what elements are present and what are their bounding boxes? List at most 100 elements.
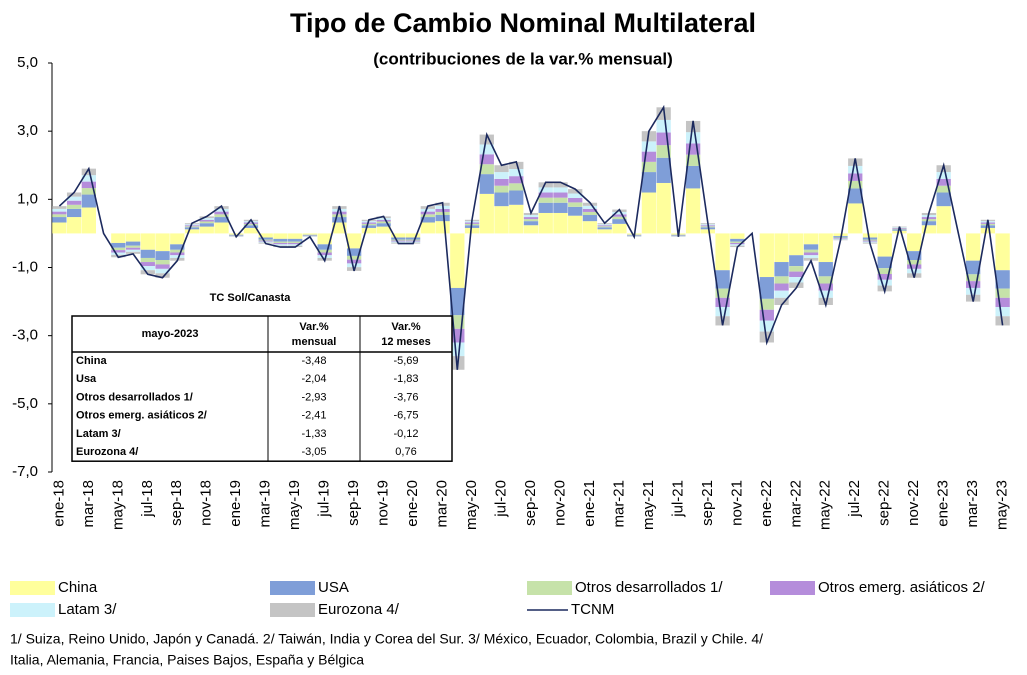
bar-segment <box>597 226 612 228</box>
bar-segment <box>966 233 981 261</box>
footnote: 1/ Suiza, Reino Unido, Japón y Canadá. 2… <box>10 631 763 647</box>
x-tick-label: jul-21 <box>669 480 686 518</box>
bar-segment <box>66 196 82 201</box>
bar-segment <box>715 297 730 308</box>
bar-segment <box>818 276 833 284</box>
bar-segment <box>258 237 273 240</box>
x-tick-label: nov-19 <box>375 480 392 526</box>
bar-segment <box>921 217 937 220</box>
legend-label: TCNM <box>571 601 614 618</box>
bar-segment <box>155 251 170 261</box>
bar-segment <box>405 240 421 242</box>
bar-segment <box>509 176 524 184</box>
table-header: Var.% mensual <box>292 321 337 348</box>
bar-segment <box>332 211 347 215</box>
bar-segment <box>346 263 362 268</box>
bar-segment <box>509 204 524 234</box>
bar-segment <box>612 216 627 220</box>
bar-segment <box>494 206 509 234</box>
bar-segment <box>523 221 539 226</box>
x-tick-label: sep-18 <box>168 480 185 526</box>
bar-segment <box>980 225 996 228</box>
bar-segment <box>332 208 347 212</box>
bar-segment <box>936 192 951 207</box>
bar-segment <box>170 249 185 253</box>
x-tick-label: nov-18 <box>198 480 215 526</box>
bar-segment <box>184 226 200 228</box>
bar-segment <box>317 249 332 253</box>
x-tick-label: ene-22 <box>758 480 775 527</box>
bar-segment <box>258 239 273 241</box>
bar-segment <box>479 164 494 175</box>
bar-segment <box>907 264 922 269</box>
bar-segment <box>243 222 259 224</box>
bar-segment <box>877 273 892 280</box>
bar-segment <box>214 208 229 212</box>
bar-segment <box>789 271 804 278</box>
bar-segment <box>538 202 553 213</box>
bar-segment <box>774 262 789 277</box>
table-cell: Otros desarrollados 1/ <box>76 391 193 403</box>
bar-segment <box>435 215 450 222</box>
bar-segment <box>199 218 214 220</box>
bar-segment <box>995 233 1010 271</box>
x-tick-label: may-22 <box>817 480 834 530</box>
x-tick-label: sep-22 <box>876 480 893 526</box>
bar-segment <box>685 143 701 155</box>
bar-segment <box>125 241 141 246</box>
bar-segment <box>52 211 67 215</box>
bar-segment <box>774 276 789 284</box>
bar-segment <box>656 119 671 133</box>
bar-segment <box>907 268 922 274</box>
bar-segment <box>66 208 82 218</box>
bar-segment <box>641 172 657 193</box>
bar-segment <box>759 320 774 332</box>
table-cell: China <box>76 355 107 367</box>
bar-segment <box>907 260 922 265</box>
x-tick-label: sep-19 <box>345 480 362 526</box>
bar-segment <box>420 214 435 218</box>
bar-segment <box>111 252 126 255</box>
bar-segment <box>833 233 848 237</box>
bar-segment <box>582 221 598 234</box>
bar-segment <box>332 214 347 218</box>
bar-segment <box>391 233 406 238</box>
bar-segment <box>81 181 96 189</box>
bar-segment <box>848 203 863 234</box>
bar-segment <box>995 297 1010 308</box>
bar-segment <box>877 268 892 274</box>
bar-segment <box>361 223 377 226</box>
bar-segment <box>81 207 96 234</box>
bar-segment <box>803 233 819 245</box>
bar-segment <box>479 144 494 155</box>
bar-segment <box>907 251 922 261</box>
bar-segment <box>818 297 833 305</box>
bar-segment <box>450 342 465 357</box>
bar-segment <box>199 226 214 234</box>
x-tick-label: ene-23 <box>935 480 952 527</box>
bar-segment <box>214 211 229 215</box>
bar-segment <box>111 242 126 248</box>
bar-segment <box>243 225 259 228</box>
bar-segment <box>715 288 730 298</box>
bar-segment <box>376 221 391 224</box>
bar-segment <box>52 206 67 209</box>
x-tick-label: nov-22 <box>905 480 922 526</box>
bar-segment <box>243 221 259 223</box>
bar-segment <box>877 233 892 257</box>
x-tick-label: mar-19 <box>257 480 274 528</box>
x-tick-label: ene-20 <box>404 480 421 527</box>
bar-segment <box>803 252 819 256</box>
x-tick-label: may-19 <box>286 480 303 530</box>
bar-segment <box>553 202 568 213</box>
bar-segment <box>435 211 450 216</box>
bar-segment <box>405 239 421 241</box>
bar-segment <box>803 255 819 258</box>
table-header: mayo-2023 <box>142 328 199 340</box>
bar-segment <box>125 251 141 254</box>
bar-segment <box>66 192 82 197</box>
bar-segment <box>479 193 494 234</box>
table-cell: Latam 3/ <box>76 428 121 440</box>
bar-segment <box>81 175 96 182</box>
x-tick-label: may-18 <box>109 480 126 530</box>
